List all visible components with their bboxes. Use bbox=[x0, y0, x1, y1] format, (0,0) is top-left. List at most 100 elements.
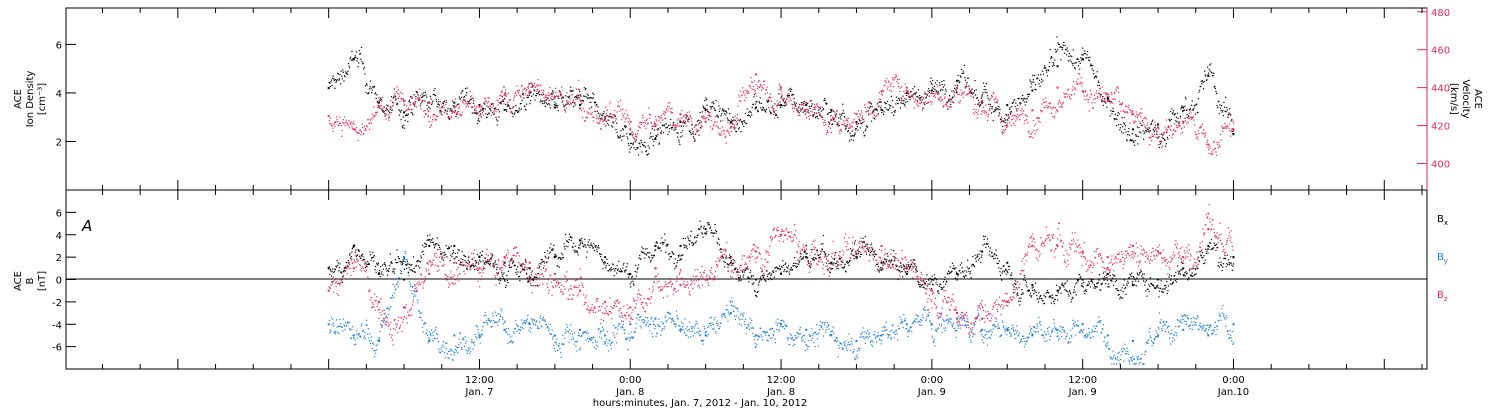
density-sample bbox=[395, 103, 398, 105]
density-sample bbox=[1226, 109, 1228, 111]
density-sample bbox=[981, 95, 983, 97]
density-sample bbox=[377, 102, 379, 104]
by-sample bbox=[1018, 332, 1020, 334]
velocity-sample bbox=[714, 116, 717, 118]
velocity-sample bbox=[643, 125, 645, 127]
density-sample bbox=[921, 99, 924, 101]
by-sample bbox=[871, 340, 873, 342]
density-sample bbox=[700, 126, 702, 129]
by-sample bbox=[505, 331, 507, 333]
by-sample bbox=[438, 348, 440, 350]
density-sample bbox=[555, 105, 558, 107]
by-sample bbox=[569, 333, 571, 335]
velocity-sample bbox=[921, 96, 923, 98]
density-sample bbox=[667, 125, 670, 127]
by-sample bbox=[949, 318, 951, 320]
velocity-sample bbox=[1232, 120, 1234, 122]
by-sample bbox=[1146, 340, 1149, 342]
by-sample bbox=[991, 324, 994, 326]
density-sample bbox=[467, 102, 469, 105]
density-sample bbox=[870, 120, 873, 122]
by-sample bbox=[883, 330, 885, 332]
velocity-sample bbox=[509, 107, 511, 110]
density-point bbox=[880, 108, 883, 111]
by-point bbox=[528, 323, 531, 326]
velocity-sample bbox=[930, 103, 933, 105]
velocity-sample bbox=[921, 109, 924, 111]
by-sample bbox=[489, 321, 492, 323]
by-sample bbox=[828, 328, 830, 330]
velocity-sample bbox=[432, 113, 434, 116]
density-sample bbox=[656, 135, 658, 138]
by-point bbox=[1157, 334, 1160, 337]
by-sample bbox=[598, 336, 601, 338]
by-sample bbox=[760, 327, 762, 329]
density-sample bbox=[601, 115, 603, 117]
by-sample bbox=[695, 320, 697, 322]
density-sample bbox=[1071, 62, 1073, 65]
velocity-sample bbox=[920, 102, 922, 104]
by-point bbox=[679, 328, 682, 331]
velocity-sample bbox=[403, 103, 405, 105]
velocity-sample bbox=[538, 91, 540, 93]
velocity-sample bbox=[1032, 137, 1034, 139]
bz-sample bbox=[338, 282, 340, 284]
density-sample bbox=[552, 91, 554, 93]
density-sample bbox=[338, 78, 341, 80]
velocity-sample bbox=[718, 134, 721, 136]
velocity-sample bbox=[794, 107, 796, 109]
by-sample bbox=[777, 322, 779, 325]
density-sample bbox=[815, 115, 817, 118]
velocity-sample bbox=[490, 103, 492, 105]
by-sample bbox=[666, 319, 668, 321]
by-sample bbox=[331, 324, 333, 326]
by-sample bbox=[503, 321, 506, 324]
velocity-sample bbox=[1047, 107, 1049, 109]
velocity-sample bbox=[541, 94, 544, 96]
bz-sample bbox=[336, 281, 338, 283]
by-sample bbox=[565, 331, 567, 333]
velocity-sample bbox=[653, 121, 656, 123]
density-sample bbox=[470, 98, 472, 101]
velocity-sample bbox=[798, 114, 800, 116]
by-sample bbox=[909, 327, 911, 329]
density-sample bbox=[665, 123, 667, 125]
velocity-sample bbox=[381, 100, 383, 102]
velocity-sample bbox=[1151, 134, 1153, 136]
velocity-sample bbox=[712, 127, 714, 130]
density-sample bbox=[347, 70, 349, 72]
by-sample bbox=[801, 340, 803, 342]
by-sample bbox=[589, 337, 591, 339]
density-sample bbox=[854, 132, 856, 134]
by-sample bbox=[618, 322, 620, 324]
by-sample bbox=[399, 279, 401, 281]
by-sample bbox=[658, 318, 660, 320]
velocity-sample bbox=[522, 91, 524, 93]
by-sample bbox=[583, 331, 585, 334]
density-sample bbox=[808, 105, 810, 108]
density-sample bbox=[1051, 65, 1054, 67]
density-sample bbox=[788, 94, 791, 96]
density-sample bbox=[759, 97, 761, 99]
velocity-sample bbox=[357, 139, 359, 141]
velocity-sample bbox=[782, 99, 784, 101]
velocity-sample bbox=[860, 119, 862, 122]
density-sample bbox=[870, 102, 872, 104]
velocity-sample bbox=[872, 117, 874, 119]
velocity-sample bbox=[1111, 102, 1114, 104]
velocity-sample bbox=[567, 103, 569, 105]
velocity-sample bbox=[867, 106, 869, 108]
density-sample bbox=[644, 146, 646, 148]
density-sample bbox=[579, 94, 581, 96]
velocity-sample bbox=[1155, 130, 1158, 132]
velocity-sample bbox=[862, 121, 864, 123]
velocity-sample bbox=[1113, 91, 1115, 94]
velocity-sample bbox=[1020, 109, 1022, 112]
density-sample bbox=[419, 105, 421, 107]
by-sample bbox=[921, 319, 923, 321]
density-sample bbox=[1222, 115, 1224, 117]
velocity-sample bbox=[864, 104, 866, 106]
density-point bbox=[1106, 96, 1109, 99]
density-sample bbox=[534, 99, 536, 101]
by-sample bbox=[943, 320, 946, 322]
